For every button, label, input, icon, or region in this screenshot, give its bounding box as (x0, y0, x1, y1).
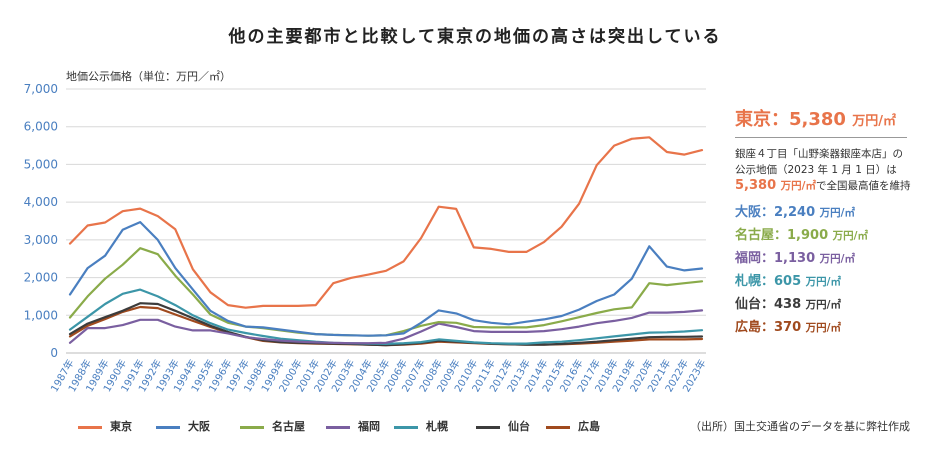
source-note: （出所）国土交通省のデータを基に弊社作成 (690, 420, 910, 433)
legend-label: 広島 (578, 420, 600, 433)
chart-title: 他の主要都市と比較して東京の地価の高さは突出している (228, 27, 722, 47)
tokyo-headline-city: 東京： (735, 109, 789, 130)
legend-item: 大阪 (156, 418, 210, 434)
city-unit: 万円/㎡ (805, 322, 842, 334)
city-label: 仙台：438 (735, 297, 806, 312)
legend-item: 名古屋 (240, 418, 305, 434)
legend-label: 東京 (110, 420, 132, 433)
city-value-list: 大阪：2,240 万円/㎡ 名古屋：1,900 万円/㎡ 福岡：1,130 万円/㎡… (735, 204, 945, 336)
city-unit: 万円/㎡ (819, 253, 855, 265)
legend-swatch (156, 425, 180, 429)
series-line-東京 (68, 136, 704, 309)
city-value-row: 福岡：1,130 万円/㎡ (735, 250, 945, 267)
legend-label: 札幌 (426, 420, 448, 433)
legend-item: 仙台 (476, 418, 530, 434)
series-line-福岡 (68, 309, 704, 345)
legend-swatch (476, 425, 500, 429)
y-tick-label: 6,000 (24, 120, 58, 134)
y-tick-label: 1,000 (24, 308, 58, 322)
y-tick-label: 2,000 (24, 271, 58, 285)
series-line-仙台 (68, 302, 704, 347)
legend-item: 広島 (546, 418, 600, 434)
series-line-大阪 (68, 221, 704, 337)
legend-swatch (394, 425, 418, 429)
legend-item: 札幌 (394, 418, 448, 434)
city-label: 名古屋：1,900 (735, 228, 833, 243)
y-axis-label: 地価公示価格（単位：万円／㎡） (66, 70, 231, 83)
city-value-row: 大阪：2,240 万円/㎡ (735, 204, 945, 221)
tokyo-headline-value: 5,380 (789, 109, 846, 130)
city-value-row: 札幌：605 万円/㎡ (735, 273, 945, 290)
city-label: 札幌：605 (735, 274, 806, 289)
city-unit: 万円/㎡ (819, 207, 855, 219)
legend-label: 福岡 (358, 420, 380, 433)
legend-label: 名古屋 (272, 420, 305, 433)
legend-swatch (240, 425, 264, 429)
y-tick-label: 3,000 (24, 233, 58, 247)
legend-swatch (546, 425, 570, 429)
legend-label: 仙台 (508, 420, 530, 433)
desc-line-1: 銀座４丁目「山野楽器銀座本店」の (735, 148, 903, 160)
y-tick-label: 5,000 (24, 157, 58, 171)
tokyo-headline-unit: 万円/㎡ (852, 114, 896, 129)
desc-highlight-unit: 万円/㎡ (780, 180, 816, 192)
tokyo-headline: 東京：5,380 万円/㎡ (735, 105, 945, 131)
desc-line-3: 5,380 万円/㎡で全国最高値を維持 (735, 178, 945, 194)
city-value-row: 広島：370 万円/㎡ (735, 319, 945, 336)
divider (735, 137, 907, 138)
legend-item: 福岡 (326, 418, 380, 434)
side-panel: 東京：5,380 万円/㎡ 銀座４丁目「山野楽器銀座本店」の 公示地価（2023… (735, 105, 945, 336)
tokyo-description: 銀座４丁目「山野楽器銀座本店」の 公示地価（2023 年 1 月 1 日）は 5… (735, 146, 945, 194)
legend-swatch (78, 425, 102, 429)
city-label: 大阪：2,240 (735, 205, 820, 220)
y-tick-label: 0 (50, 346, 58, 360)
desc-line-2: 公示地価（2023 年 1 月 1 日）は (735, 164, 897, 176)
desc-tail: で全国最高値を維持 (816, 180, 911, 192)
city-unit: 万円/㎡ (832, 230, 868, 242)
city-value-row: 名古屋：1,900 万円/㎡ (735, 227, 945, 244)
city-label: 福岡：1,130 (735, 251, 820, 266)
city-unit: 万円/㎡ (805, 276, 842, 288)
legend-item: 東京 (78, 418, 132, 434)
city-label: 広島：370 (735, 320, 806, 335)
city-value-row: 仙台：438 万円/㎡ (735, 296, 945, 313)
series-line-広島 (68, 305, 704, 347)
desc-highlight-value: 5,380 (735, 178, 777, 193)
legend-label: 大阪 (188, 420, 210, 433)
legend-swatch (326, 425, 350, 429)
y-tick-label: 4,000 (24, 195, 58, 209)
y-tick-label: 7,000 (24, 82, 58, 96)
city-unit: 万円/㎡ (805, 299, 842, 311)
